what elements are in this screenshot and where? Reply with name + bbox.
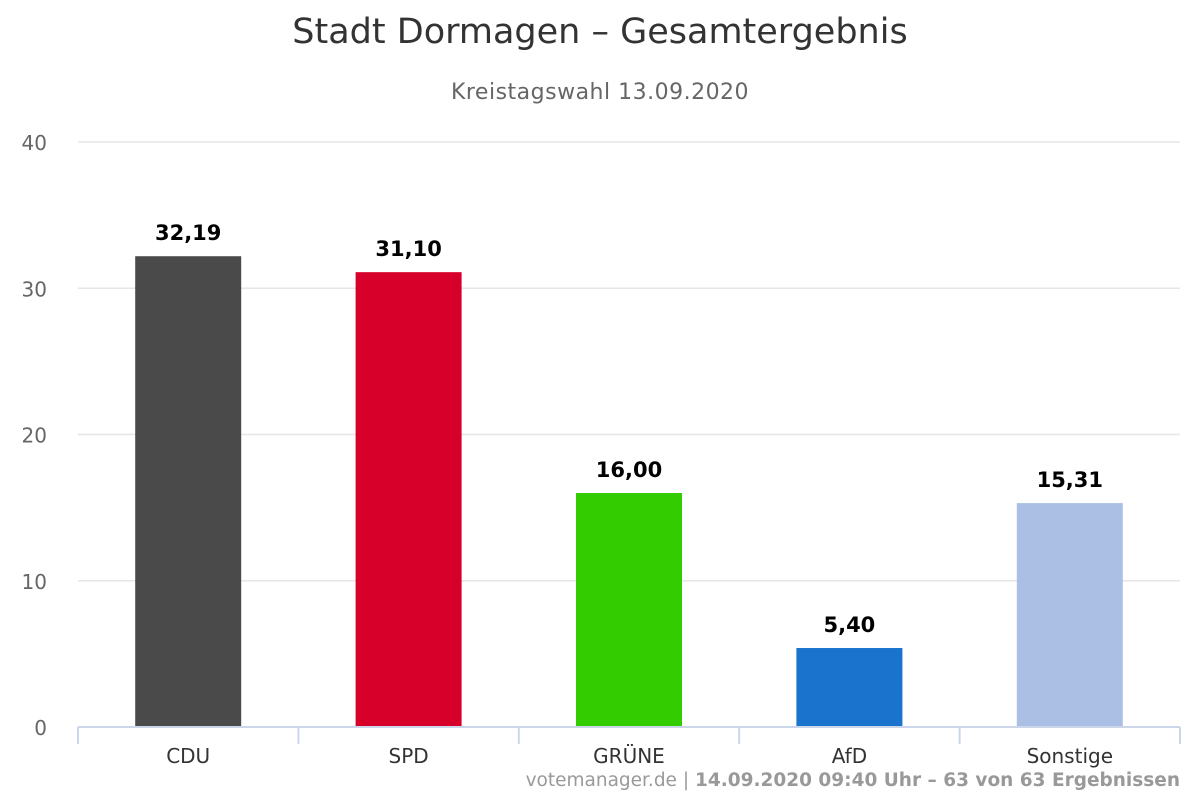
chart-subtitle: Kreistagswahl 13.09.2020 bbox=[450, 80, 750, 105]
data-label: 15,31 bbox=[1037, 468, 1103, 492]
credit-line: votemanager.de | 14.09.2020 09:40 Uhr – … bbox=[526, 770, 1180, 791]
x-tick-label: AfD bbox=[832, 744, 867, 768]
bar-cdu[interactable] bbox=[135, 256, 242, 727]
chart-title: Stadt Dormagen – Gesamtergebnis bbox=[292, 12, 908, 52]
bar-grüne[interactable] bbox=[576, 493, 682, 727]
credit-detail: 14.09.2020 09:40 Uhr – 63 von 63 Ergebni… bbox=[694, 770, 1180, 791]
y-tick-label: 10 bbox=[22, 570, 47, 594]
bars bbox=[135, 256, 1123, 727]
data-label: 16,00 bbox=[596, 458, 662, 482]
bar-sonstige[interactable] bbox=[1016, 503, 1123, 727]
data-label: 5,40 bbox=[823, 613, 875, 637]
credit-separator: | bbox=[676, 770, 695, 791]
y-tick-label: 30 bbox=[22, 277, 47, 301]
x-tick-label: Sonstige bbox=[1027, 744, 1113, 768]
y-tick-label: 0 bbox=[34, 716, 47, 740]
y-tick-label: 20 bbox=[22, 424, 47, 448]
x-tick-label: SPD bbox=[389, 744, 429, 768]
bar-spd[interactable] bbox=[355, 272, 462, 727]
data-label: 31,10 bbox=[375, 237, 441, 261]
data-label: 32,19 bbox=[155, 221, 221, 245]
y-tick-label: 40 bbox=[22, 131, 47, 155]
bar-afd[interactable] bbox=[796, 648, 903, 727]
x-axis: CDU SPD GRÜNE AfD Sonstige bbox=[77, 726, 1181, 768]
x-tick-label: GRÜNE bbox=[593, 744, 665, 768]
data-labels: 32,19 31,10 16,00 5,40 15,31 bbox=[155, 221, 1103, 637]
credit-site[interactable]: votemanager.de bbox=[525, 770, 677, 791]
y-axis-ticks: 0 10 20 30 40 bbox=[22, 131, 47, 740]
x-tick-label: CDU bbox=[166, 744, 210, 768]
